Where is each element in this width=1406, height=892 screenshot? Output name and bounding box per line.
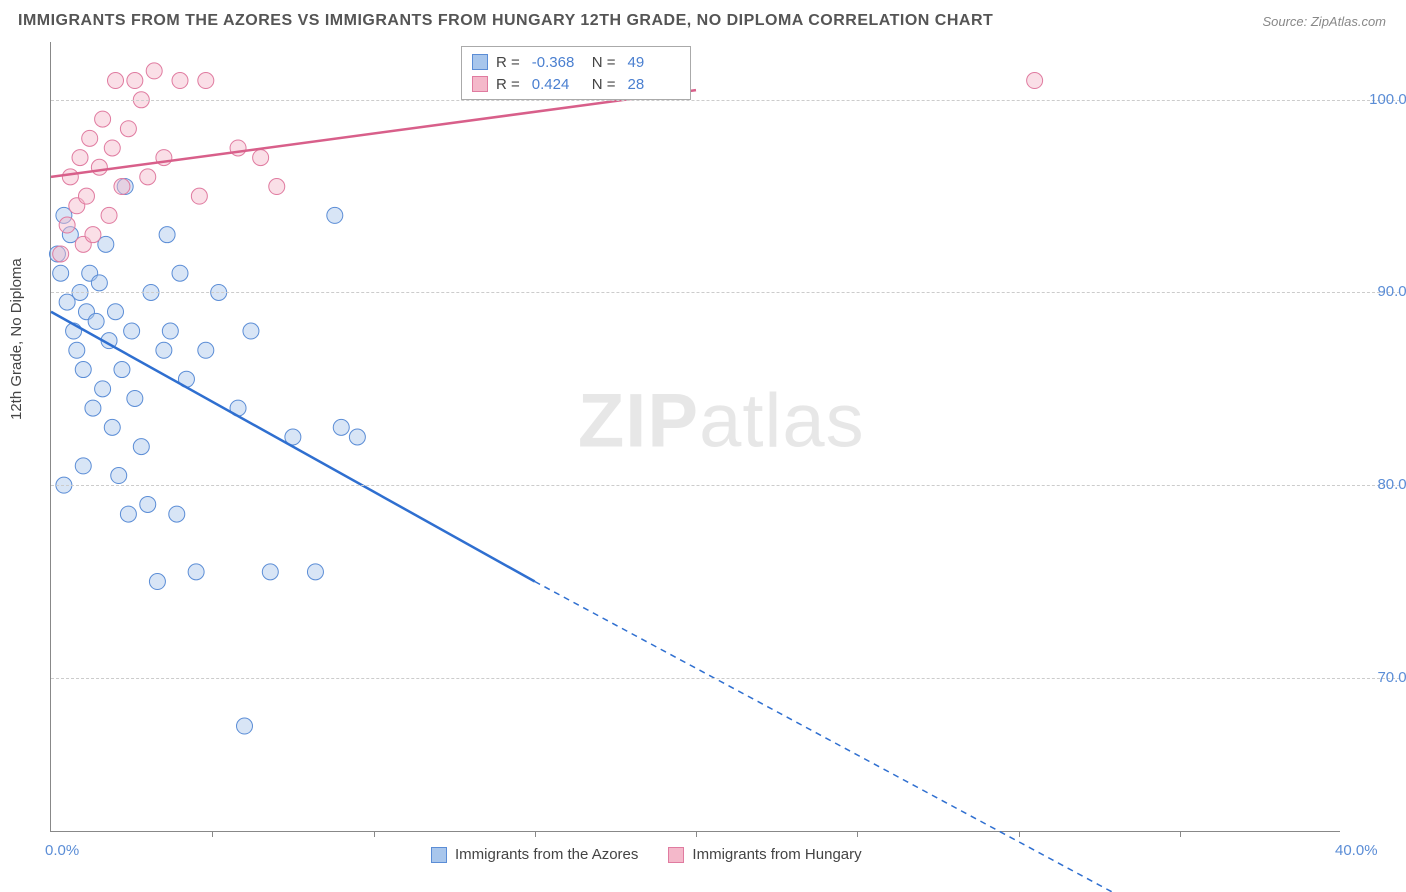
data-point — [169, 506, 185, 522]
data-point — [172, 73, 188, 89]
x-tick-mark — [696, 831, 697, 837]
data-point — [82, 130, 98, 146]
data-point — [85, 227, 101, 243]
data-point — [133, 439, 149, 455]
n-label: N = — [592, 76, 616, 93]
gridline — [51, 100, 1400, 101]
data-point — [172, 265, 188, 281]
data-point — [101, 207, 117, 223]
series-legend: Immigrants from the Azores Immigrants fr… — [431, 846, 862, 863]
data-point — [108, 304, 124, 320]
data-point — [75, 458, 91, 474]
swatch-azores — [472, 54, 488, 70]
x-tick-mark — [1180, 831, 1181, 837]
data-point — [78, 188, 94, 204]
data-point — [59, 217, 75, 233]
data-point — [114, 179, 130, 195]
x-tick-mark — [374, 831, 375, 837]
data-point — [120, 506, 136, 522]
data-point — [156, 342, 172, 358]
data-point — [237, 718, 253, 734]
data-point — [349, 429, 365, 445]
data-point — [95, 381, 111, 397]
n-value-azores: 49 — [628, 54, 680, 71]
swatch-azores-icon — [431, 847, 447, 863]
correlation-legend: R = -0.368 N = 49 R = 0.424 N = 28 — [461, 46, 691, 100]
data-point — [124, 323, 140, 339]
r-value-azores: -0.368 — [532, 54, 584, 71]
data-point — [140, 169, 156, 185]
data-point — [243, 323, 259, 339]
data-point — [159, 227, 175, 243]
r-value-hungary: 0.424 — [532, 76, 584, 93]
data-point — [333, 419, 349, 435]
data-point — [108, 73, 124, 89]
regression-line — [51, 312, 535, 582]
r-label: R = — [496, 54, 520, 71]
gridline — [51, 292, 1400, 293]
data-point — [75, 362, 91, 378]
data-point — [253, 150, 269, 166]
data-point — [198, 73, 214, 89]
scatter-svg — [51, 42, 1340, 831]
data-point — [1027, 73, 1043, 89]
data-point — [53, 246, 69, 262]
legend-row-azores: R = -0.368 N = 49 — [472, 51, 680, 73]
chart-title: IMMIGRANTS FROM THE AZORES VS IMMIGRANTS… — [18, 12, 993, 30]
y-tick-label: 80.0% — [1350, 476, 1406, 493]
data-point — [262, 564, 278, 580]
data-point — [149, 574, 165, 590]
y-axis-label: 12th Grade, No Diploma — [8, 258, 25, 420]
data-point — [146, 63, 162, 79]
legend-label-azores: Immigrants from the Azores — [455, 846, 638, 863]
data-point — [88, 313, 104, 329]
n-label: N = — [592, 54, 616, 71]
y-tick-label: 90.0% — [1350, 283, 1406, 300]
x-tick-mark — [212, 831, 213, 837]
data-point — [120, 121, 136, 137]
data-point — [72, 150, 88, 166]
data-point — [327, 207, 343, 223]
data-point — [127, 390, 143, 406]
legend-row-hungary: R = 0.424 N = 28 — [472, 73, 680, 95]
data-point — [91, 159, 107, 175]
y-tick-label: 100.0% — [1350, 91, 1406, 108]
legend-label-hungary: Immigrants from Hungary — [692, 846, 861, 863]
data-point — [85, 400, 101, 416]
x-tick-mark — [535, 831, 536, 837]
source-label: Source: ZipAtlas.com — [1262, 14, 1386, 29]
data-point — [104, 140, 120, 156]
data-point — [53, 265, 69, 281]
y-tick-label: 70.0% — [1350, 669, 1406, 686]
data-point — [95, 111, 111, 127]
gridline — [51, 678, 1400, 679]
data-point — [127, 73, 143, 89]
data-point — [307, 564, 323, 580]
x-tick-label: 0.0% — [45, 842, 79, 859]
x-tick-mark — [1019, 831, 1020, 837]
swatch-hungary-icon — [668, 847, 684, 863]
gridline — [51, 485, 1400, 486]
data-point — [91, 275, 107, 291]
chart-plot-area: ZIPatlas R = -0.368 N = 49 R = 0.424 N =… — [50, 42, 1340, 832]
r-label: R = — [496, 76, 520, 93]
data-point — [188, 564, 204, 580]
legend-item-azores: Immigrants from the Azores — [431, 846, 638, 863]
data-point — [140, 496, 156, 512]
x-tick-label: 40.0% — [1335, 842, 1378, 859]
data-point — [114, 362, 130, 378]
data-point — [162, 323, 178, 339]
swatch-hungary — [472, 76, 488, 92]
legend-item-hungary: Immigrants from Hungary — [668, 846, 861, 863]
x-tick-mark — [857, 831, 858, 837]
data-point — [269, 179, 285, 195]
data-point — [62, 169, 78, 185]
n-value-hungary: 28 — [628, 76, 680, 93]
data-point — [198, 342, 214, 358]
data-point — [104, 419, 120, 435]
data-point — [111, 468, 127, 484]
data-point — [69, 342, 85, 358]
data-point — [191, 188, 207, 204]
